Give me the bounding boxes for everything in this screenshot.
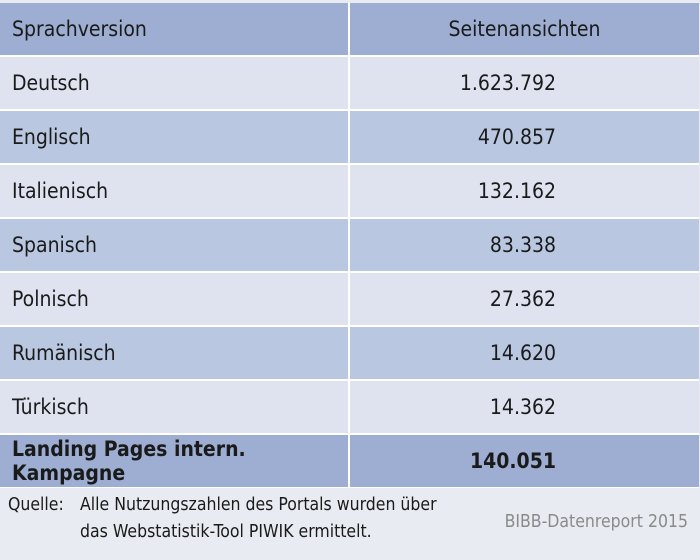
row-label: Deutsch — [0, 57, 350, 111]
row-value: 83.338 — [350, 219, 699, 273]
row-label: Türkisch — [0, 381, 350, 435]
row-label: Rumänisch — [0, 327, 350, 381]
total-value: 140.051 — [350, 435, 699, 489]
row-value: 14.362 — [350, 381, 699, 435]
table-header-row: Sprachversion Seitenansichten — [0, 3, 699, 57]
table-row: Deutsch 1.623.792 — [0, 57, 699, 111]
row-value: 470.857 — [350, 111, 699, 165]
source-footer: Quelle: Alle Nutzungszahlen des Portals … — [0, 488, 700, 560]
table-row: Türkisch 14.362 — [0, 381, 699, 435]
column-header-language: Sprachversion — [0, 3, 350, 57]
table-total-row: Landing Pages intern. Kampagne 140.051 — [0, 435, 699, 489]
row-label: Englisch — [0, 111, 350, 165]
report-credit: BIBB-Datenreport 2015 — [504, 512, 688, 532]
table-row: Polnisch 27.362 — [0, 273, 699, 327]
row-label: Spanisch — [0, 219, 350, 273]
table-row: Rumänisch 14.620 — [0, 327, 699, 381]
source-note-line-2: das Webstatistik-Tool PIWIK ermittelt. — [80, 522, 372, 542]
row-value: 132.162 — [350, 165, 699, 219]
table-row: Spanisch 83.338 — [0, 219, 699, 273]
column-header-pageviews: Seitenansichten — [350, 3, 699, 57]
table-row: Italienisch 132.162 — [0, 165, 699, 219]
page-views-table: Sprachversion Seitenansichten Deutsch 1.… — [0, 3, 699, 489]
row-value: 1.623.792 — [350, 57, 699, 111]
source-label: Quelle: — [8, 495, 64, 515]
row-label: Polnisch — [0, 273, 350, 327]
row-label: Italienisch — [0, 165, 350, 219]
row-value: 14.620 — [350, 327, 699, 381]
table-row: Englisch 470.857 — [0, 111, 699, 165]
total-label: Landing Pages intern. Kampagne — [0, 435, 350, 489]
row-value: 27.362 — [350, 273, 699, 327]
source-note-line-1: Alle Nutzungszahlen des Portals wurden ü… — [80, 495, 437, 515]
